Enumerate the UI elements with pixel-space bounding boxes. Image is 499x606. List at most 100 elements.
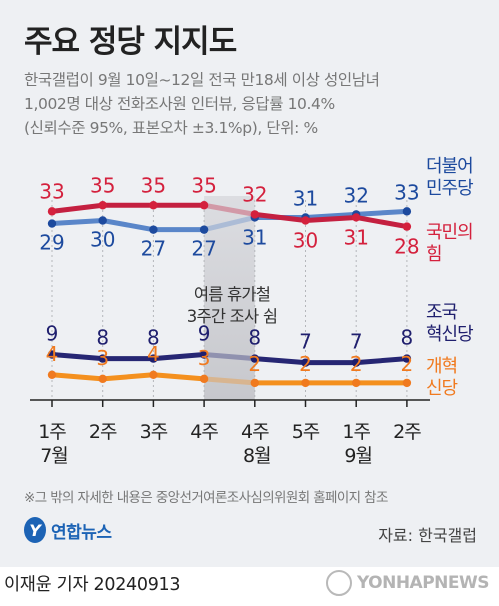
data-point	[199, 225, 209, 234]
data-label: 30	[293, 229, 318, 253]
x-tick-label: 5주	[292, 421, 320, 443]
series-line	[49, 372, 207, 382]
x-month-label: 8월	[243, 445, 271, 467]
footnote: ※그 밖의 자세한 내용은 중앙선거여론조사심의위원회 홈페이지 참조	[24, 490, 388, 506]
data-point	[98, 216, 107, 225]
data-label: 30	[90, 228, 115, 252]
x-tick-label: 3주	[140, 421, 168, 443]
data-label: 35	[141, 173, 166, 197]
data-label: 3	[198, 346, 211, 370]
data-label: 35	[191, 173, 216, 197]
data-label: 27	[141, 237, 166, 261]
x-tick-label: 1주	[38, 421, 66, 443]
series-line	[252, 356, 410, 366]
series-line	[252, 211, 410, 230]
series-name-label: 혁신당	[426, 324, 473, 345]
data-label: 2	[299, 352, 312, 376]
subtitle-line: 1,002명 대상 전화조사원 인터뷰, 응답률 10.4%	[24, 95, 335, 113]
gap-shade	[204, 196, 255, 400]
x-month-label: 7월	[40, 445, 68, 467]
data-point	[199, 350, 209, 359]
x-tick-label: 4주	[190, 421, 218, 443]
data-point	[352, 358, 361, 367]
data-point	[149, 201, 158, 210]
series-name-label: 국민의	[426, 222, 473, 243]
data-label: 32	[343, 183, 368, 207]
data-label: 2	[248, 352, 261, 376]
data-label: 3	[96, 346, 109, 370]
yonhap-logo: Y 연합뉴스	[24, 517, 112, 543]
yonhap-logo-icon: Y	[24, 517, 46, 543]
data-point	[402, 354, 412, 363]
data-label: 33	[394, 180, 419, 204]
data-label: 9	[198, 322, 211, 346]
data-point	[47, 350, 57, 359]
series-gap-line	[201, 376, 258, 386]
data-label: 27	[191, 237, 216, 261]
chart-title: 주요 정당 지지도	[24, 24, 237, 60]
data-label: 7	[350, 330, 363, 354]
watermark: YONHAPNEWS	[325, 570, 490, 596]
series-name-label: 조국	[426, 302, 458, 323]
data-point	[402, 207, 412, 216]
data-label: 8	[147, 326, 160, 350]
source-label: 자료: 한국갤럽	[378, 526, 477, 545]
data-point	[250, 354, 259, 363]
author-line: 이재윤 기자 20240913	[4, 575, 181, 595]
x-tick-label: 2주	[89, 421, 117, 443]
gap-annotation: 3주간 조사 쉼	[187, 307, 278, 326]
data-label: 33	[39, 179, 64, 203]
data-label: 2	[401, 352, 414, 376]
x-tick-label: 1주	[342, 421, 370, 443]
data-label: 4	[46, 342, 59, 366]
data-point	[199, 374, 209, 384]
series-gap-line	[201, 352, 258, 362]
logo-text: 연합뉴스	[51, 522, 112, 543]
data-label: 4	[147, 342, 160, 366]
chart-subtitle: 한국갤럽이 9월 10일~12일 전국 만18세 이상 성인남녀 1,002명 …	[24, 68, 494, 140]
data-point	[149, 354, 158, 363]
data-point	[301, 216, 310, 225]
data-label: 31	[242, 225, 267, 249]
data-point	[352, 378, 361, 388]
data-label: 31	[293, 186, 318, 210]
data-label: 32	[242, 182, 267, 206]
data-label: 9	[46, 322, 59, 346]
watermark-text: YONHAPNEWS	[356, 573, 490, 593]
data-point	[402, 378, 412, 388]
data-label: 8	[401, 326, 414, 350]
data-point	[47, 370, 57, 379]
data-point	[98, 201, 107, 210]
data-point	[352, 213, 361, 222]
data-point	[402, 222, 412, 231]
data-point	[250, 210, 259, 219]
data-label: 31	[343, 225, 368, 249]
data-label: 8	[96, 326, 109, 350]
x-tick-label: 2주	[393, 421, 421, 443]
series-name-label: 힘	[426, 244, 442, 265]
data-point	[47, 207, 57, 216]
data-point	[301, 378, 310, 388]
data-point	[199, 201, 209, 210]
series-gap-line	[201, 202, 258, 217]
series-line	[49, 202, 207, 214]
data-label: 8	[248, 326, 261, 350]
data-point	[98, 354, 107, 363]
watermark-icon	[325, 570, 352, 596]
data-point	[301, 358, 310, 367]
gap-annotation: 여름 휴가철	[194, 285, 270, 304]
data-label: 35	[90, 173, 115, 197]
x-tick-label: 4주	[241, 421, 269, 443]
series-name-label: 신당	[426, 378, 458, 399]
x-month-label: 9월	[344, 445, 372, 467]
data-label: 2	[350, 352, 363, 376]
series-name-label: 민주당	[426, 178, 473, 199]
data-point	[250, 378, 259, 388]
data-point	[98, 374, 107, 384]
subtitle-line: (신뢰수준 95%, 표본오차 ±3.1%p), 단위: %	[24, 119, 318, 137]
series-name-label: 개혁	[426, 356, 457, 377]
series-gap-line	[201, 214, 258, 233]
data-label: 28	[394, 235, 419, 259]
subtitle-line: 한국갤럽이 9월 10일~12일 전국 만18세 이상 성인남녀	[24, 71, 380, 89]
